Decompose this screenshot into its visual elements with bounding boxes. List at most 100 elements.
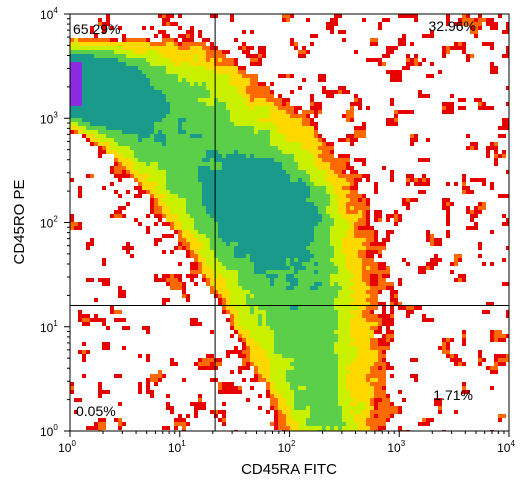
density-cell — [378, 374, 382, 378]
density-cell — [318, 262, 322, 266]
density-cell — [262, 242, 266, 246]
density-cell — [306, 158, 310, 162]
density-cell — [278, 306, 282, 310]
density-cell — [262, 142, 266, 146]
density-cell — [370, 374, 374, 378]
density-cell — [358, 134, 362, 138]
density-cell — [310, 330, 314, 334]
density-cell — [130, 154, 134, 158]
density-cell — [234, 98, 238, 102]
density-cell — [206, 266, 210, 270]
density-cell — [282, 210, 286, 214]
density-cell — [250, 254, 254, 258]
density-cell — [246, 234, 250, 238]
density-cell — [370, 314, 374, 318]
density-cell — [166, 130, 170, 134]
density-cell — [130, 62, 134, 66]
density-cell — [214, 198, 218, 202]
density-cell — [274, 258, 278, 262]
density-cell — [318, 274, 322, 278]
density-cell — [186, 70, 190, 74]
density-cell — [326, 258, 330, 262]
density-cell — [362, 410, 366, 414]
density-cell — [350, 250, 354, 254]
density-cell — [318, 206, 322, 210]
density-cell — [110, 94, 114, 98]
density-cell — [178, 246, 182, 250]
density-cell — [310, 254, 314, 258]
density-cell — [114, 94, 118, 98]
density-cell — [138, 82, 142, 86]
density-cell — [242, 118, 246, 122]
density-cell — [182, 106, 186, 110]
density-cell — [286, 210, 290, 214]
density-cell — [118, 86, 122, 90]
density-cell — [266, 182, 270, 186]
density-cell — [322, 282, 326, 286]
density-cell — [370, 242, 374, 246]
density-cell — [130, 46, 134, 50]
density-cell — [346, 118, 350, 122]
density-cell — [326, 234, 330, 238]
density-cell — [346, 270, 350, 274]
density-cell — [270, 158, 274, 162]
density-cell — [338, 246, 342, 250]
density-cell — [254, 290, 258, 294]
density-cell — [378, 366, 382, 370]
density-cell — [214, 258, 218, 262]
density-cell — [294, 262, 298, 266]
density-cell — [86, 66, 90, 70]
density-cell — [326, 334, 330, 338]
density-cell — [370, 418, 374, 422]
density-cell — [346, 350, 350, 354]
density-cell — [158, 374, 162, 378]
density-cell — [190, 142, 194, 146]
density-cell — [118, 418, 122, 422]
density-cell — [366, 226, 370, 230]
density-cell — [366, 206, 370, 210]
density-cell — [190, 278, 194, 282]
density-cell — [82, 74, 86, 78]
density-cell — [282, 330, 286, 334]
density-cell — [286, 178, 290, 182]
density-cell — [370, 426, 374, 430]
density-cell — [314, 158, 318, 162]
density-cell — [266, 338, 270, 342]
density-cell — [230, 142, 234, 146]
density-cell — [290, 170, 294, 174]
density-cell — [250, 122, 254, 126]
density-cell — [118, 106, 122, 110]
density-cell — [250, 338, 254, 342]
density-cell — [94, 46, 98, 50]
density-cell — [254, 274, 258, 278]
density-cell — [374, 298, 378, 302]
density-cell — [206, 174, 210, 178]
density-cell — [198, 194, 202, 198]
density-cell — [206, 166, 210, 170]
density-cell — [206, 362, 210, 366]
density-cell — [354, 394, 358, 398]
density-cell — [358, 194, 362, 198]
density-cell — [246, 246, 250, 250]
density-cell — [290, 410, 294, 414]
density-cell — [222, 282, 226, 286]
density-cell — [322, 358, 326, 362]
density-cell — [246, 154, 250, 158]
density-cell — [378, 382, 382, 386]
density-cell — [358, 174, 362, 178]
density-cell — [146, 174, 150, 178]
density-cell — [178, 206, 182, 210]
density-cell — [282, 318, 286, 322]
density-cell — [334, 254, 338, 258]
density-cell — [310, 110, 314, 114]
density-cell — [186, 190, 190, 194]
density-cell — [274, 202, 278, 206]
density-cell — [382, 266, 386, 270]
density-cell — [234, 82, 238, 86]
density-cell — [270, 198, 274, 202]
density-cell — [270, 222, 274, 226]
density-cell — [358, 390, 362, 394]
density-cell — [246, 334, 250, 338]
density-cell — [358, 250, 362, 254]
density-cell — [150, 70, 154, 74]
